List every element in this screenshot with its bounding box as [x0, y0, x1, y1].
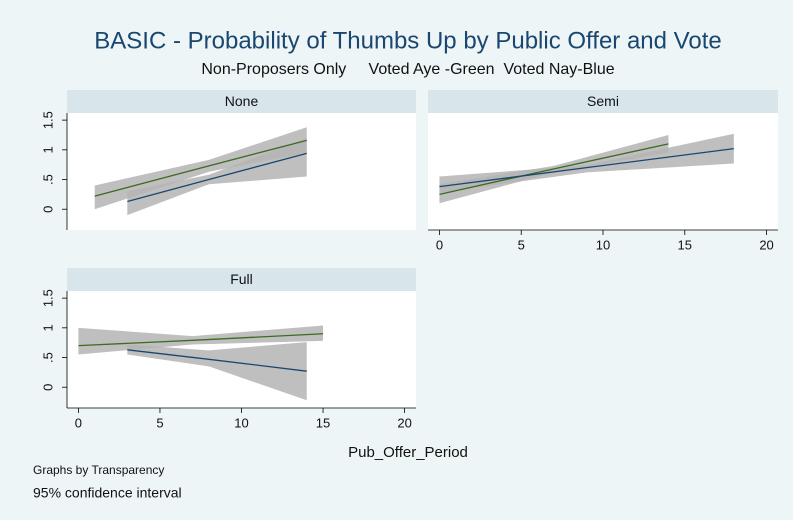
fit-line [439, 147, 734, 188]
x-tick-label: 10 [234, 415, 248, 430]
panel-header [67, 268, 416, 291]
x-tick-label: 10 [596, 237, 610, 252]
x-tick-label: 20 [397, 415, 411, 430]
fit-line [78, 333, 324, 347]
y-tick-label: 1.5 [40, 289, 55, 307]
x-tick-label: 5 [518, 237, 525, 252]
y-tick-label: 0 [40, 206, 55, 213]
y-tick-label: 0 [40, 384, 55, 391]
fit-line [94, 139, 307, 197]
panel-title: Full [230, 271, 253, 287]
panel-title: None [225, 93, 259, 109]
x-axis-label: Pub_Offer_Period [348, 444, 468, 461]
fit-line [127, 349, 307, 372]
fit-line [439, 143, 669, 195]
plot-area [428, 113, 778, 230]
panel-header [67, 90, 416, 113]
x-tick-label: 0 [75, 415, 82, 430]
x-tick-label: 5 [156, 415, 163, 430]
x-tick-label: 15 [316, 415, 330, 430]
chart-subtitle: Non-Proposers Only Voted Aye -Green Vote… [201, 61, 614, 78]
y-tick-label: .5 [40, 352, 55, 363]
confidence-band [127, 342, 307, 401]
y-tick-label: .5 [40, 174, 55, 185]
x-tick-label: 0 [436, 237, 443, 252]
y-tick-label: 1 [40, 146, 55, 153]
panel-title: Semi [587, 93, 619, 109]
y-tick-label: 1 [40, 324, 55, 331]
confidence-band [127, 137, 307, 216]
y-tick-label: 1.5 [40, 111, 55, 129]
fit-line [127, 152, 307, 203]
note: Graphs by Transparency [33, 463, 164, 477]
x-tick-label: 15 [678, 237, 692, 252]
x-tick-label: 20 [759, 237, 773, 252]
note: 95% confidence interval [33, 485, 182, 501]
panel-header [428, 90, 778, 113]
chart-title: BASIC - Probability of Thumbs Up by Publ… [94, 27, 721, 54]
